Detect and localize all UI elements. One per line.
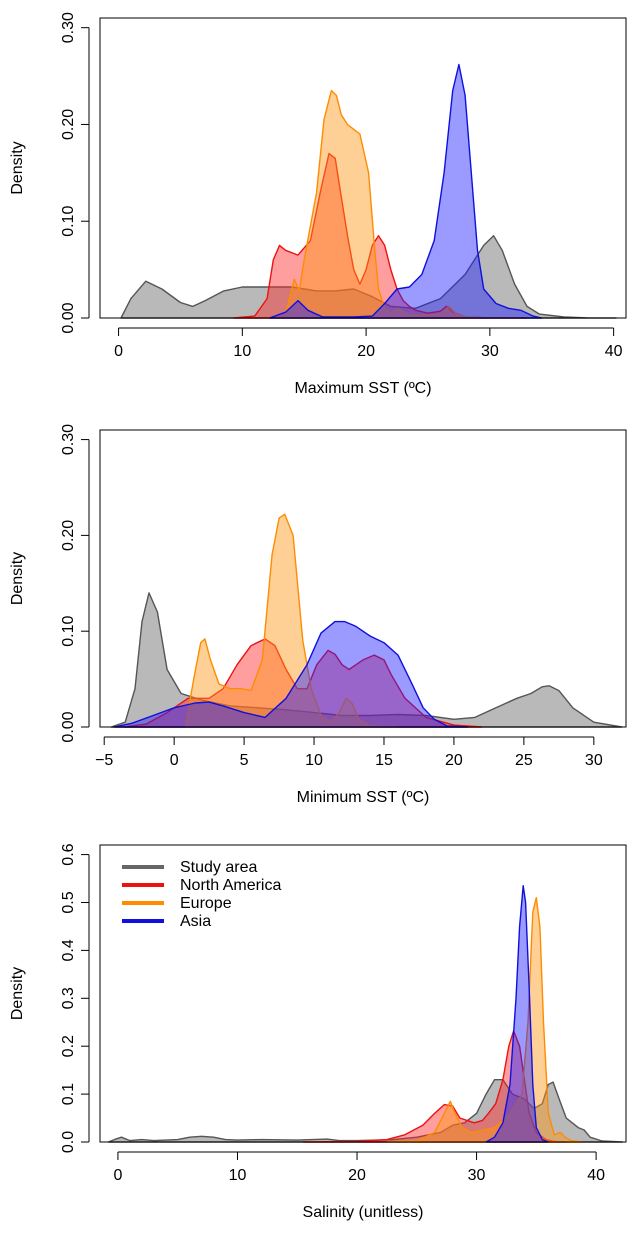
salinity-y-tick-label: 0.1 bbox=[60, 1083, 77, 1105]
salinity-y-tick-label: 0.0 bbox=[60, 1131, 77, 1153]
legend-label-europe: Europe bbox=[180, 895, 232, 912]
legend: Study area North America Europe Asia bbox=[122, 859, 281, 930]
salinity-area-asia bbox=[485, 885, 549, 1143]
salinity-y-tick-label: 0.4 bbox=[60, 939, 77, 961]
salinity-x-tick-label: 40 bbox=[587, 1167, 605, 1184]
legend-label-asia: Asia bbox=[180, 913, 211, 930]
max-sst-y-tick-label: 0.10 bbox=[60, 206, 77, 237]
salinity-x-tick-label: 30 bbox=[468, 1167, 486, 1184]
min-sst-x-tick-label: 5 bbox=[240, 752, 249, 769]
min-sst-area-asia bbox=[113, 620, 469, 728]
salinity-density-areas bbox=[107, 885, 624, 1143]
min-sst-x-tick-label: 10 bbox=[305, 752, 323, 769]
max-sst-plot-box bbox=[99, 17, 627, 319]
salinity-x-axis-title: Salinity (unitless) bbox=[303, 1204, 424, 1221]
max-sst-area-europe bbox=[271, 89, 522, 319]
salinity-area-north-america bbox=[302, 1030, 567, 1143]
min-sst-x-tick-label: 0 bbox=[170, 752, 179, 769]
max-sst-x-tick-label: 20 bbox=[357, 343, 375, 360]
min-sst-y-tick-label: 0.00 bbox=[60, 711, 77, 742]
max-sst-area-asia bbox=[268, 63, 543, 319]
salinity-x-tick-label: 10 bbox=[229, 1167, 247, 1184]
min-sst-x-tick-label: −5 bbox=[95, 752, 113, 769]
max-sst-y-axis-title: Density bbox=[9, 141, 26, 194]
min-sst-x-axis-title: Minimum SST (ºC) bbox=[297, 789, 430, 806]
min-sst-density-areas bbox=[110, 513, 623, 728]
max-sst-y-tick-label: 0.30 bbox=[60, 12, 77, 43]
salinity-x-tick-label: 20 bbox=[348, 1167, 366, 1184]
max-sst-density-areas bbox=[120, 63, 617, 319]
min-sst-area-europe bbox=[184, 513, 399, 728]
min-sst-x-tick-label: 15 bbox=[375, 752, 393, 769]
salinity-y-axis: 0.0 0.1 0.2 0.3 0.4 0.5 0.6 bbox=[60, 843, 90, 1153]
min-sst-y-axis: 0.00 0.10 0.20 0.30 bbox=[60, 424, 90, 743]
salinity-panel: 0 10 20 30 40 0.0 0.1 0.2 0.3 0.4 0.5 0.6 Salinity… bbox=[9, 843, 627, 1221]
salinity-x-tick-label: 0 bbox=[113, 1167, 122, 1184]
min-sst-area-study-area bbox=[110, 592, 623, 728]
max-sst-x-axis-title: Maximum SST (ºC) bbox=[294, 380, 431, 397]
legend-label-north-america: North America bbox=[180, 877, 281, 894]
max-sst-panel: 0 10 20 30 40 0.00 0.10 0.20 0.30 Maximum SST (… bbox=[9, 12, 627, 397]
salinity-y-tick-label: 0.3 bbox=[60, 987, 77, 1009]
salinity-y-tick-label: 0.2 bbox=[60, 1035, 77, 1057]
min-sst-x-tick-label: 30 bbox=[585, 752, 603, 769]
min-sst-y-tick-label: 0.30 bbox=[60, 424, 77, 455]
min-sst-x-tick-label: 25 bbox=[515, 752, 533, 769]
min-sst-y-tick-label: 0.10 bbox=[60, 616, 77, 647]
salinity-y-tick-label: 0.6 bbox=[60, 843, 77, 865]
min-sst-y-axis-title: Density bbox=[9, 552, 26, 605]
max-sst-y-tick-label: 0.00 bbox=[60, 302, 77, 333]
salinity-plot-box bbox=[99, 844, 627, 1143]
min-sst-x-axis: −5 0 5 10 15 20 25 30 bbox=[95, 736, 603, 769]
min-sst-x-tick-label: 20 bbox=[445, 752, 463, 769]
max-sst-x-tick-label: 30 bbox=[481, 343, 499, 360]
salinity-x-axis: 0 10 20 30 40 bbox=[113, 1151, 605, 1184]
max-sst-x-tick-label: 40 bbox=[605, 343, 623, 360]
min-sst-plot-box bbox=[99, 429, 627, 728]
max-sst-area-study-area bbox=[120, 235, 617, 319]
max-sst-y-axis: 0.00 0.10 0.20 0.30 bbox=[60, 12, 90, 334]
max-sst-area-north-america bbox=[233, 152, 528, 319]
max-sst-y-tick-label: 0.20 bbox=[60, 109, 77, 140]
min-sst-panel: −5 0 5 10 15 20 25 30 0.00 0.10 0.20 0.30 Minimum … bbox=[9, 424, 627, 806]
salinity-area-study-area bbox=[107, 1079, 624, 1143]
salinity-y-tick-label: 0.5 bbox=[60, 891, 77, 913]
max-sst-x-tick-label: 10 bbox=[233, 343, 251, 360]
max-sst-x-axis: 0 10 20 30 40 bbox=[114, 327, 623, 360]
min-sst-y-tick-label: 0.20 bbox=[60, 520, 77, 551]
min-sst-area-north-america bbox=[123, 638, 483, 728]
salinity-y-axis-title: Density bbox=[9, 967, 26, 1020]
legend-label-study-area: Study area bbox=[180, 859, 257, 876]
max-sst-x-tick-label: 0 bbox=[114, 343, 123, 360]
